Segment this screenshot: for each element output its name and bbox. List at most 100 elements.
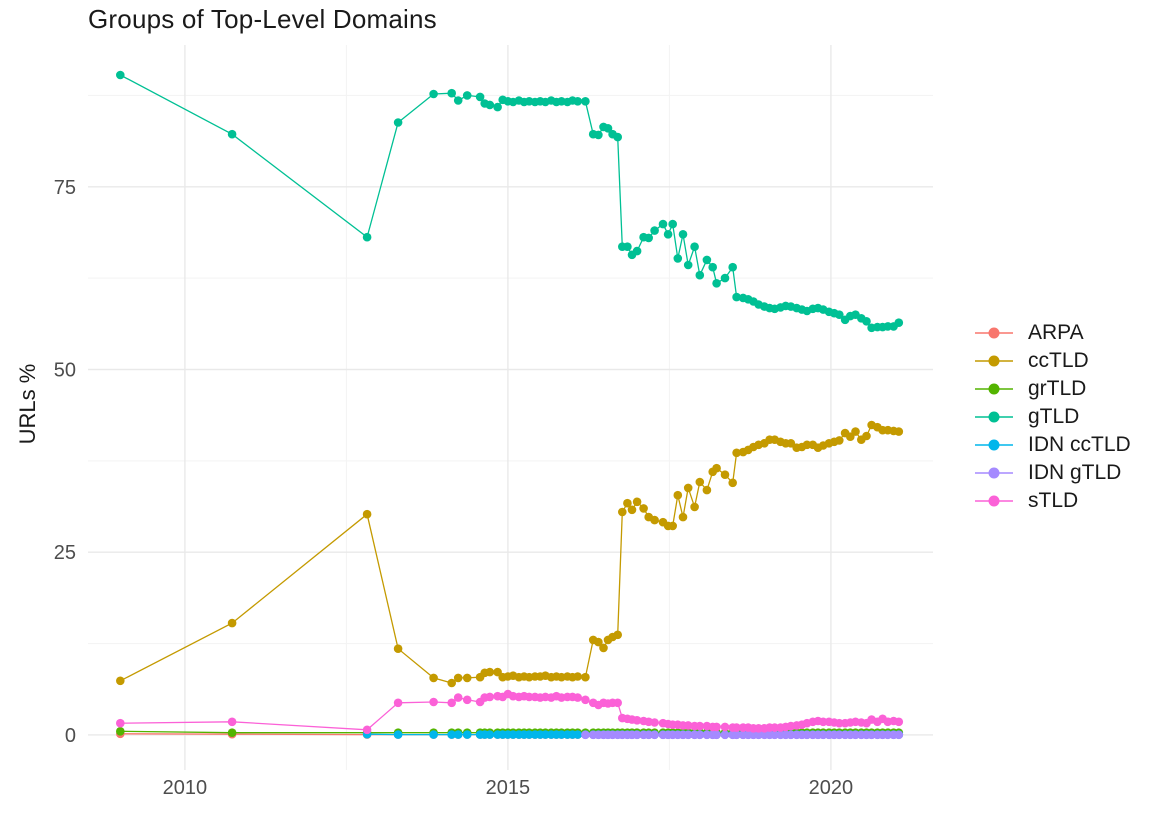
x-tick-label: 2020 — [809, 777, 854, 799]
data-point — [728, 262, 737, 272]
data-point — [894, 717, 904, 727]
data-point — [673, 490, 683, 500]
data-point — [429, 673, 438, 683]
data-point — [728, 478, 737, 488]
legend-item-idn-gtld: IDN gTLD — [972, 459, 1131, 487]
data-point — [732, 730, 741, 740]
legend-key-icon — [975, 355, 1013, 367]
data-point — [720, 730, 730, 740]
legend-key-icon — [975, 327, 1013, 339]
data-point — [702, 485, 712, 495]
data-point — [475, 92, 485, 102]
data-point — [453, 730, 463, 739]
data-point — [594, 130, 603, 140]
data-point — [712, 722, 721, 732]
data-point — [712, 279, 721, 288]
data-point — [732, 723, 741, 732]
data-point — [429, 730, 438, 739]
data-point — [732, 292, 741, 302]
data-point — [639, 504, 648, 513]
data-point — [650, 718, 659, 727]
legend-key-icon — [975, 467, 1013, 479]
data-point — [116, 70, 125, 80]
data-point — [632, 246, 642, 256]
data-point — [485, 692, 495, 702]
data-point — [712, 730, 721, 740]
series-line-gTLD — [119, 74, 900, 329]
data-point — [851, 427, 860, 436]
data-point — [613, 630, 622, 640]
data-point — [683, 730, 693, 740]
data-point — [447, 678, 457, 688]
legend-item-stld: sTLD — [972, 487, 1131, 515]
data-point — [894, 730, 904, 740]
data-point — [663, 230, 673, 239]
series-ccTLD — [116, 420, 904, 688]
data-point — [581, 97, 590, 106]
data-point — [673, 254, 683, 263]
legend: ARPA ccTLD grTLD gTLD IDN ccTLD IDN gTLD sTLD — [972, 319, 1131, 515]
data-point — [683, 483, 693, 493]
data-point — [683, 260, 693, 270]
series-line-ccTLD — [120, 424, 899, 684]
data-point — [632, 497, 642, 507]
data-point — [678, 230, 688, 239]
data-point — [447, 88, 457, 98]
data-point — [462, 730, 472, 739]
data-point — [573, 672, 582, 681]
series-sTLD — [116, 689, 904, 735]
data-point — [613, 698, 622, 708]
data-point — [644, 233, 653, 243]
data-point — [462, 673, 472, 683]
legend-item-idn-cctld: IDN ccTLD — [972, 431, 1131, 459]
y-axis-title: URLs % — [15, 363, 40, 445]
data-point — [116, 718, 125, 728]
data-point — [453, 96, 463, 105]
data-point — [627, 505, 637, 515]
data-point — [702, 255, 712, 265]
data-point — [623, 498, 632, 508]
legend-label: ARPA — [1028, 321, 1084, 344]
data-point — [695, 721, 705, 731]
data-point — [632, 716, 642, 725]
data-point — [623, 242, 632, 251]
data-point — [485, 667, 495, 677]
y-tick-label: 50 — [54, 359, 76, 381]
data-point — [650, 515, 659, 525]
data-point — [581, 672, 590, 682]
data-point — [720, 470, 730, 480]
data-point — [429, 697, 438, 707]
data-point — [835, 310, 844, 320]
data-point — [862, 317, 871, 326]
x-tick-label: 2015 — [486, 777, 531, 799]
series-gTLD — [116, 70, 904, 333]
data-point — [362, 509, 372, 519]
data-point — [393, 118, 403, 127]
legend-label: gTLD — [1028, 405, 1080, 428]
data-point — [462, 695, 472, 705]
legend-item-cctld: ccTLD — [972, 347, 1131, 375]
y-tick-label: 0 — [65, 725, 76, 747]
data-point — [894, 427, 904, 436]
data-point — [362, 232, 372, 242]
legend-label: grTLD — [1028, 377, 1087, 400]
data-point — [650, 226, 659, 235]
data-point — [695, 477, 705, 487]
legend-key-icon — [975, 383, 1013, 395]
data-point — [683, 721, 693, 730]
grid-major — [88, 45, 933, 770]
data-point — [594, 637, 603, 647]
data-point — [462, 91, 472, 100]
data-point — [453, 693, 463, 702]
data-point — [362, 725, 372, 735]
data-point — [581, 730, 590, 740]
axis-tick-labels: 0 25 50 75 2010 2015 2020 — [54, 177, 853, 799]
data-point — [227, 728, 237, 737]
data-point — [573, 693, 582, 702]
data-point — [485, 100, 495, 110]
data-point — [393, 698, 403, 708]
data-point — [678, 512, 688, 522]
legend-key-icon — [975, 495, 1013, 507]
data-point — [393, 644, 403, 653]
